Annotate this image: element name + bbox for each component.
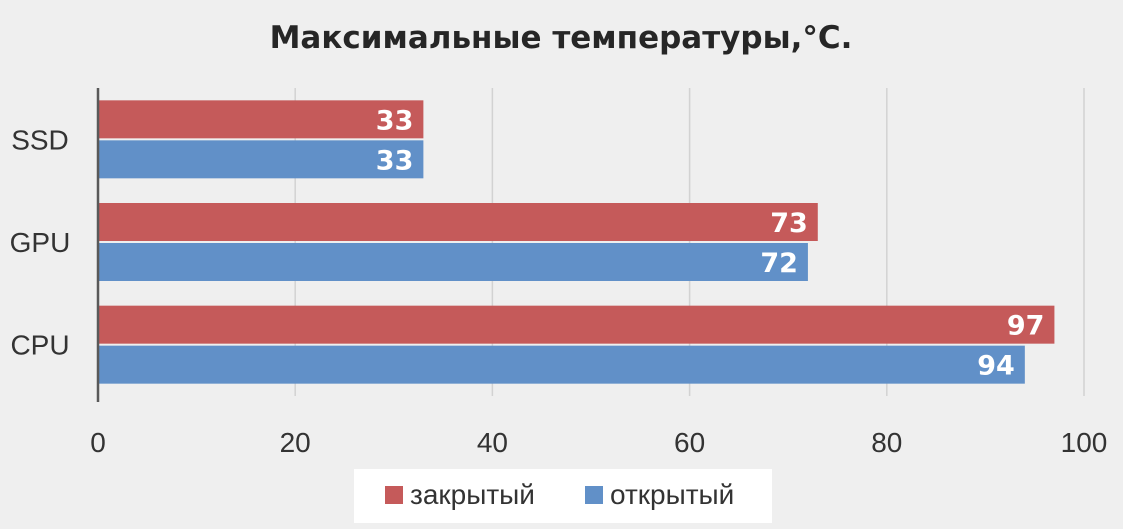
data-labels: 33 33 73 72 97 94 [376, 105, 1045, 381]
legend-label: открытый [610, 479, 734, 510]
bar-gpu-open [98, 243, 808, 281]
x-tick-label: 20 [280, 427, 311, 458]
data-label: 72 [760, 248, 798, 279]
x-tick-label: 100 [1061, 427, 1108, 458]
legend-swatch [585, 486, 603, 504]
data-label: 97 [1007, 311, 1045, 342]
legend: закрытый открытый [354, 469, 772, 523]
legend-label: закрытый [410, 479, 535, 510]
category-label-ssd: SSD [11, 124, 69, 155]
bar-cpu-closed [98, 305, 1055, 344]
chart-title: Максимальные температуры,°C. [270, 20, 853, 56]
axes: 0 20 40 60 80 100 SSD GPU CPU [10, 88, 1108, 458]
x-tick-label: 80 [871, 427, 902, 458]
x-tick-label: 40 [477, 427, 508, 458]
legend-swatch [385, 486, 403, 504]
bar-ssd-closed [98, 100, 424, 139]
data-label: 94 [977, 351, 1015, 382]
x-tick-label: 0 [90, 427, 106, 458]
bars [98, 100, 1055, 384]
data-label: 73 [770, 208, 808, 239]
gridlines [294, 88, 1085, 396]
data-label: 33 [376, 145, 414, 176]
x-tick-label: 60 [674, 427, 705, 458]
bar-cpu-open [98, 345, 1025, 384]
legend-box [354, 469, 772, 523]
category-label-cpu: CPU [10, 330, 69, 361]
bar-gpu-closed [98, 203, 818, 241]
data-label: 33 [376, 105, 414, 136]
category-label-gpu: GPU [10, 227, 71, 258]
bar-ssd-open [98, 140, 424, 179]
